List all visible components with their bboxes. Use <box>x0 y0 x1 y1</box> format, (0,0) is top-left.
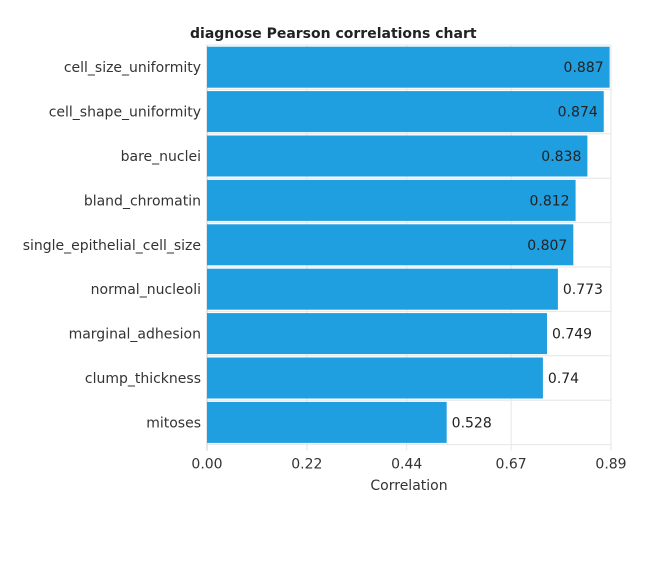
bar[interactable] <box>207 313 547 355</box>
x-axis-title: Correlation <box>370 478 447 494</box>
bar[interactable] <box>207 357 543 399</box>
data-label: 0.838 <box>541 149 581 165</box>
x-tick-label: 0.00 <box>191 457 222 473</box>
data-label: 0.887 <box>564 60 604 76</box>
data-label: 0.773 <box>563 282 603 298</box>
category-label: clump_thickness <box>85 371 201 387</box>
x-tick-label: 0.89 <box>595 457 626 473</box>
data-label: 0.812 <box>529 193 569 209</box>
bar[interactable] <box>207 268 558 310</box>
category-label: bare_nuclei <box>121 149 201 165</box>
bars-layer: 0.887 0.874 0.838 0.812 0.807 0.773 0.749 0.74 0… <box>207 46 610 443</box>
x-tick-label: 0.22 <box>291 457 322 473</box>
bar[interactable] <box>207 46 610 88</box>
x-tick-label: 0.44 <box>391 457 422 473</box>
category-label: normal_nucleoli <box>91 282 201 298</box>
category-label: marginal_adhesion <box>69 327 201 343</box>
bar[interactable] <box>207 91 604 133</box>
category-label: bland_chromatin <box>84 193 201 209</box>
data-label: 0.528 <box>452 415 492 431</box>
chart-title: diagnose Pearson correlations chart <box>190 26 477 42</box>
x-tick-label: 0.67 <box>496 457 527 473</box>
bar[interactable] <box>207 224 574 266</box>
bar[interactable] <box>207 135 588 177</box>
x-axis-ticks: 0.00 0.22 0.44 0.67 0.89 <box>191 457 626 473</box>
bar[interactable] <box>207 179 576 221</box>
data-label: 0.807 <box>527 238 567 254</box>
category-label: cell_shape_uniformity <box>49 105 201 121</box>
data-label: 0.74 <box>548 371 579 387</box>
bar[interactable] <box>207 401 447 443</box>
category-label: single_epithelial_cell_size <box>23 238 201 254</box>
data-label: 0.749 <box>552 327 592 343</box>
category-label: mitoses <box>146 415 201 431</box>
category-labels: cell_size_uniformity cell_shape_uniformit… <box>23 60 201 431</box>
data-label: 0.874 <box>558 105 598 121</box>
category-label: cell_size_uniformity <box>64 60 201 76</box>
